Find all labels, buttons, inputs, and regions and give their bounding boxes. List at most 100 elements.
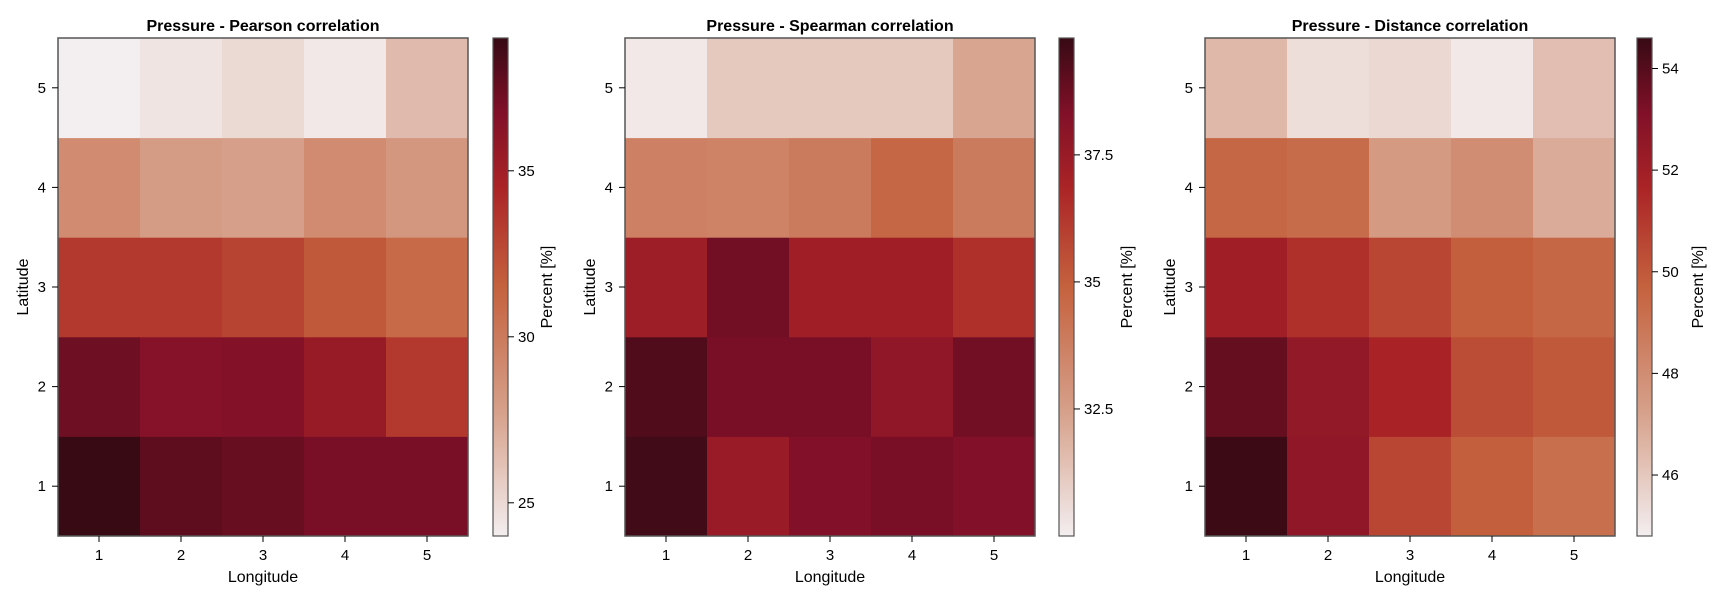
heatmap-cell bbox=[386, 336, 469, 437]
heatmap-cell bbox=[1205, 436, 1288, 537]
colorbar-tick-label: 25 bbox=[518, 495, 535, 512]
heatmap-cell bbox=[304, 137, 387, 238]
x-tick-label: 5 bbox=[990, 547, 998, 564]
heatmap-cell bbox=[707, 137, 790, 238]
heatmap-cell bbox=[707, 336, 790, 437]
heatmap-cell bbox=[871, 137, 954, 238]
heatmap-panel-3: Pressure - Distance correlation 1 2 3 4 5 1 2 3 4… bbox=[1162, 18, 1707, 586]
heatmap-cell bbox=[707, 38, 790, 139]
heatmap-cell bbox=[1287, 336, 1370, 437]
heatmap-cell bbox=[58, 137, 141, 238]
heatmap-cell bbox=[1205, 336, 1288, 437]
colorbar-label: Percent [%] bbox=[539, 246, 556, 329]
x-tick-label: 3 bbox=[259, 547, 267, 564]
heatmap-cell bbox=[871, 336, 954, 437]
heatmap-cell bbox=[871, 38, 954, 139]
panel-title: Pressure - Spearman correlation bbox=[706, 18, 953, 35]
heatmap-cell bbox=[789, 237, 872, 338]
heatmap-cell bbox=[1533, 137, 1616, 238]
y-tick-label: 3 bbox=[605, 279, 613, 296]
heatmap-cell bbox=[871, 237, 954, 338]
heatmap-cell bbox=[140, 336, 223, 437]
x-tick-label: 1 bbox=[95, 547, 103, 564]
heatmap-cell bbox=[707, 436, 790, 537]
colorbar bbox=[492, 37, 509, 537]
heatmap-cell bbox=[1369, 38, 1452, 139]
heatmap-cell bbox=[1533, 237, 1616, 338]
heatmap-cell bbox=[625, 336, 708, 437]
heatmap-cell bbox=[1287, 436, 1370, 537]
x-tick-label: 4 bbox=[908, 547, 916, 564]
heatmap-cell bbox=[1205, 237, 1288, 338]
y-tick-label: 3 bbox=[38, 279, 46, 296]
x-tick-label: 3 bbox=[826, 547, 834, 564]
colorbar-tick-label: 35 bbox=[518, 163, 535, 180]
colorbar bbox=[1058, 37, 1075, 537]
heatmap-cell bbox=[222, 38, 305, 139]
heatmap-cell bbox=[304, 38, 387, 139]
heatmap-cell bbox=[1451, 38, 1534, 139]
heatmap-cell bbox=[386, 436, 469, 537]
x-tick-label: 1 bbox=[662, 547, 670, 564]
y-tick-label: 3 bbox=[1185, 279, 1193, 296]
heatmap-cell bbox=[1369, 237, 1452, 338]
y-tick-label: 1 bbox=[38, 478, 46, 495]
heatmap-cell bbox=[953, 38, 1036, 139]
heatmap-cell bbox=[222, 336, 305, 437]
x-tick-label: 5 bbox=[423, 547, 431, 564]
x-tick-label: 2 bbox=[1324, 547, 1332, 564]
y-tick-label: 4 bbox=[1185, 179, 1193, 196]
heatmap-cell bbox=[222, 137, 305, 238]
heatmap-cell bbox=[707, 237, 790, 338]
heatmap-cell bbox=[625, 237, 708, 338]
x-tick-label: 4 bbox=[1488, 547, 1496, 564]
heatmap-panel-2: Pressure - Spearman correlation 1 2 3 4 5 1 2 3 4… bbox=[582, 18, 1136, 586]
y-axis-label: Latitude bbox=[582, 258, 599, 315]
heatmap-cell bbox=[222, 237, 305, 338]
heatmap-cell bbox=[222, 436, 305, 537]
heatmap-cell bbox=[1369, 137, 1452, 238]
panel-title: Pressure - Pearson correlation bbox=[147, 18, 380, 35]
y-tick-label: 1 bbox=[1185, 478, 1193, 495]
heatmap-cell bbox=[625, 137, 708, 238]
heatmap-cell bbox=[953, 336, 1036, 437]
heatmap-cell bbox=[58, 237, 141, 338]
heatmap-cell bbox=[1533, 38, 1616, 139]
colorbar-tick-label: 48 bbox=[1662, 365, 1679, 382]
x-tick-label: 2 bbox=[177, 547, 185, 564]
heatmap-cell bbox=[1451, 137, 1534, 238]
heatmap-cell bbox=[304, 336, 387, 437]
y-tick-label: 2 bbox=[38, 379, 46, 396]
heatmap-cell bbox=[1287, 137, 1370, 238]
heatmap-cell bbox=[953, 436, 1036, 537]
heatmap-cell bbox=[386, 237, 469, 338]
heatmap-cell bbox=[1287, 38, 1370, 139]
heatmap-cell bbox=[625, 436, 708, 537]
heatmap-cell bbox=[789, 336, 872, 437]
x-axis-label: Longitude bbox=[1375, 569, 1445, 586]
heatmap-cell bbox=[953, 237, 1036, 338]
heatmap-cell bbox=[1451, 336, 1534, 437]
x-tick-label: 4 bbox=[341, 547, 349, 564]
heatmap-cell bbox=[140, 38, 223, 139]
heatmap-panel-1: Pressure - Pearson correlation 1 2 3 4 5 1 2 3 4 5… bbox=[15, 18, 556, 586]
y-axis-label: Latitude bbox=[1162, 258, 1179, 315]
y-tick-label: 2 bbox=[1185, 379, 1193, 396]
heatmap-cell bbox=[58, 436, 141, 537]
heatmap-cell bbox=[140, 436, 223, 537]
x-axis-label: Longitude bbox=[228, 569, 298, 586]
heatmap-cell bbox=[1451, 237, 1534, 338]
heatmap-cell bbox=[1369, 436, 1452, 537]
colorbar-label: Percent [%] bbox=[1690, 246, 1707, 329]
colorbar bbox=[1636, 37, 1653, 537]
y-axis-label: Latitude bbox=[15, 258, 32, 315]
heatmap-cell bbox=[386, 137, 469, 238]
heatmap-cell bbox=[789, 137, 872, 238]
x-tick-label: 1 bbox=[1242, 547, 1250, 564]
colorbar-tick-label: 37.5 bbox=[1084, 147, 1113, 164]
colorbar-tick-label: 52 bbox=[1662, 162, 1679, 179]
heatmap-cell bbox=[386, 38, 469, 139]
y-tick-label: 5 bbox=[1185, 80, 1193, 97]
